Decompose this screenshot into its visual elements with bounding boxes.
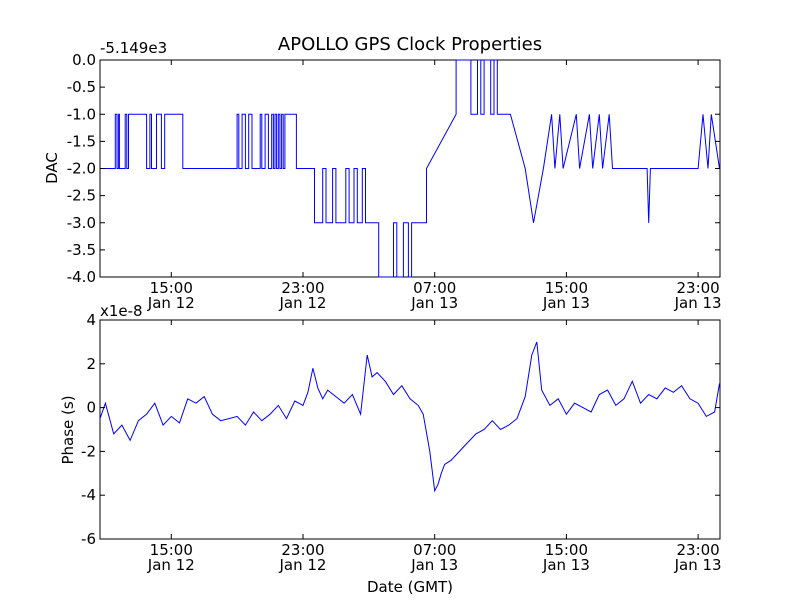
dac-xtick-date-label: Jan 13 bbox=[674, 294, 722, 312]
dac-ytick-label: -3.0 bbox=[67, 214, 96, 232]
dac-ytick-label: -2.0 bbox=[67, 160, 96, 178]
dac-xtick-time-label: 07:00 bbox=[413, 279, 456, 297]
x-axis-label: Date (GMT) bbox=[367, 578, 453, 596]
dac-ytick-label: 0.0 bbox=[72, 51, 96, 69]
phase-xtick-date-label: Jan 13 bbox=[410, 556, 458, 574]
phase-xtick-time-label: 07:00 bbox=[413, 541, 456, 559]
phase-y-axis-label: Phase (s) bbox=[59, 395, 77, 464]
dac-xtick-time-label: 23:00 bbox=[676, 279, 719, 297]
dac-ytick-label: -0.5 bbox=[67, 78, 96, 96]
phase-xtick-date-label: Jan 13 bbox=[674, 556, 722, 574]
phase-xtick-time-label: 15:00 bbox=[150, 541, 193, 559]
phase-xtick-date-label: Jan 12 bbox=[147, 556, 195, 574]
dac-xtick-time-label: 15:00 bbox=[545, 279, 588, 297]
dac-ytick-label: -1.0 bbox=[67, 105, 96, 123]
phase-xtick-time-label: 23:00 bbox=[676, 541, 719, 559]
phase-xtick-date-label: Jan 12 bbox=[278, 556, 326, 574]
phase-xtick-time-label: 23:00 bbox=[281, 541, 324, 559]
dac-xtick-date-label: Jan 12 bbox=[278, 294, 326, 312]
phase-ytick-label: -2 bbox=[81, 442, 96, 460]
dac-xtick-date-label: Jan 13 bbox=[410, 294, 458, 312]
dac-offset-label: -5.149e3 bbox=[100, 39, 167, 57]
phase-xtick-date-label: Jan 13 bbox=[542, 556, 590, 574]
dac-xtick-date-label: Jan 12 bbox=[147, 294, 195, 312]
dac-xtick-time-label: 23:00 bbox=[281, 279, 324, 297]
dac-xtick-time-label: 15:00 bbox=[150, 279, 193, 297]
dac-ticks: 0.0 -0.5 -1.0 -1.5 -2.0 -2.5 -3.0 -3.5 -4.0 15:00… bbox=[67, 51, 722, 312]
phase-ytick-label: 0 bbox=[86, 399, 96, 417]
dac-xtick-date-label: Jan 13 bbox=[542, 294, 590, 312]
dac-series-line bbox=[100, 59, 720, 278]
dac-ytick-label: -1.5 bbox=[67, 132, 96, 150]
phase-xtick-time-label: 15:00 bbox=[545, 541, 588, 559]
phase-series-line bbox=[99, 341, 720, 493]
phase-ytick-label: 2 bbox=[86, 355, 96, 373]
phase-series-group bbox=[99, 341, 720, 493]
dac-ytick-label: -3.5 bbox=[67, 241, 96, 259]
dac-ytick-label: -2.5 bbox=[67, 187, 96, 205]
dac-axes: 0.0 -0.5 -1.0 -1.5 -2.0 -2.5 -3.0 -3.5 -4.0 15:00… bbox=[43, 39, 722, 312]
chart-title: APOLLO GPS Clock Properties bbox=[278, 34, 542, 55]
phase-ytick-label: 4 bbox=[86, 311, 96, 329]
phase-ytick-label: -4 bbox=[81, 486, 96, 504]
dac-y-axis-label: DAC bbox=[43, 152, 61, 184]
phase-plot-frame bbox=[99, 319, 721, 540]
phase-offset-label: x1e-8 bbox=[100, 302, 143, 320]
dac-series-group bbox=[100, 59, 720, 278]
dac-ytick-label: -4.0 bbox=[67, 268, 96, 286]
phase-ytick-label: -6 bbox=[81, 530, 96, 548]
